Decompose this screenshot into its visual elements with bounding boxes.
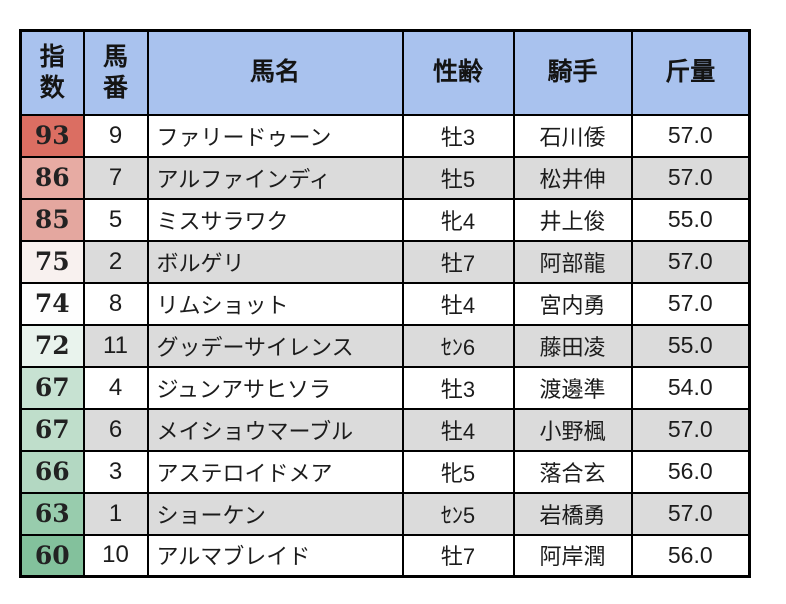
table-row: 66 3 アステロイドメア 牝5 落合玄 56.0: [19, 449, 751, 494]
horse-name-cell: ミスサラワク: [146, 197, 404, 242]
header-index: 指数: [19, 29, 85, 116]
weight-cell: 57.0: [630, 281, 751, 326]
sex-age-cell: 牡7: [401, 239, 515, 284]
sex-age-cell: ｾﾝ6: [401, 323, 515, 368]
table-row: 75 2 ボルゲリ 牡7 阿部龍 57.0: [19, 239, 751, 284]
jockey-cell: 落合玄: [512, 449, 633, 494]
horse-number-cell: 1: [82, 491, 149, 536]
table-row: 72 11 グッデーサイレンス ｾﾝ6 藤田凌 55.0: [19, 323, 751, 368]
sex-age-cell: 牡7: [401, 533, 515, 578]
race-index-table-container: 指数 馬番 馬名 性齢 騎手 斤量 93 9 ファリードゥーン 牡3 石川倭 5…: [19, 29, 751, 578]
horse-number-cell: 10: [82, 533, 149, 578]
weight-cell: 57.0: [630, 491, 751, 536]
weight-cell: 55.0: [630, 197, 751, 242]
table-row: 63 1 ショーケン ｾﾝ5 岩橋勇 57.0: [19, 491, 751, 536]
table-row: 74 8 リムショット 牡4 宮内勇 57.0: [19, 281, 751, 326]
horse-number-cell: 7: [82, 155, 149, 200]
sex-age-cell: 牝4: [401, 197, 515, 242]
horse-number-cell: 8: [82, 281, 149, 326]
jockey-cell: 阿部龍: [512, 239, 633, 284]
index-cell: 67: [19, 365, 85, 410]
header-jockey: 騎手: [512, 29, 633, 116]
index-cell: 74: [19, 281, 85, 326]
jockey-cell: 小野楓: [512, 407, 633, 452]
race-index-table: 指数 馬番 馬名 性齢 騎手 斤量 93 9 ファリードゥーン 牡3 石川倭 5…: [19, 29, 751, 578]
horse-number-cell: 11: [82, 323, 149, 368]
horse-name-cell: リムショット: [146, 281, 404, 326]
jockey-cell: 渡邊準: [512, 365, 633, 410]
index-cell: 66: [19, 449, 85, 494]
index-cell: 93: [19, 113, 85, 158]
jockey-cell: 岩橋勇: [512, 491, 633, 536]
horse-name-cell: メイショウマーブル: [146, 407, 404, 452]
weight-cell: 57.0: [630, 113, 751, 158]
table-row: 93 9 ファリードゥーン 牡3 石川倭 57.0: [19, 113, 751, 158]
weight-cell: 56.0: [630, 449, 751, 494]
index-cell: 63: [19, 491, 85, 536]
horse-number-cell: 9: [82, 113, 149, 158]
index-cell: 67: [19, 407, 85, 452]
table-row: 67 4 ジュンアサヒソラ 牡3 渡邊準 54.0: [19, 365, 751, 410]
jockey-cell: 松井伸: [512, 155, 633, 200]
horse-name-cell: アステロイドメア: [146, 449, 404, 494]
index-cell: 86: [19, 155, 85, 200]
weight-cell: 55.0: [630, 323, 751, 368]
index-cell: 85: [19, 197, 85, 242]
table-row: 60 10 アルマブレイド 牡7 阿岸潤 56.0: [19, 533, 751, 578]
horse-number-cell: 6: [82, 407, 149, 452]
table-body: 93 9 ファリードゥーン 牡3 石川倭 57.0 86 7 アルファインディ …: [19, 113, 751, 578]
sex-age-cell: 牡4: [401, 281, 515, 326]
weight-cell: 54.0: [630, 365, 751, 410]
jockey-cell: 石川倭: [512, 113, 633, 158]
jockey-cell: 宮内勇: [512, 281, 633, 326]
index-cell: 72: [19, 323, 85, 368]
sex-age-cell: 牡3: [401, 113, 515, 158]
header-weight: 斤量: [630, 29, 751, 116]
horse-name-cell: アルファインディ: [146, 155, 404, 200]
horse-name-cell: ショーケン: [146, 491, 404, 536]
weight-cell: 57.0: [630, 407, 751, 452]
index-cell: 60: [19, 533, 85, 578]
header-horse-number: 馬番: [82, 29, 149, 116]
header-horse-name: 馬名: [146, 29, 404, 116]
jockey-cell: 井上俊: [512, 197, 633, 242]
horse-name-cell: ジュンアサヒソラ: [146, 365, 404, 410]
header-sex-age: 性齢: [401, 29, 515, 116]
horse-name-cell: ファリードゥーン: [146, 113, 404, 158]
horse-number-cell: 5: [82, 197, 149, 242]
sex-age-cell: ｾﾝ5: [401, 491, 515, 536]
sex-age-cell: 牡4: [401, 407, 515, 452]
horse-name-cell: グッデーサイレンス: [146, 323, 404, 368]
sex-age-cell: 牡5: [401, 155, 515, 200]
table-row: 67 6 メイショウマーブル 牡4 小野楓 57.0: [19, 407, 751, 452]
weight-cell: 57.0: [630, 239, 751, 284]
index-cell: 75: [19, 239, 85, 284]
jockey-cell: 阿岸潤: [512, 533, 633, 578]
table-row: 85 5 ミスサラワク 牝4 井上俊 55.0: [19, 197, 751, 242]
weight-cell: 56.0: [630, 533, 751, 578]
horse-name-cell: ボルゲリ: [146, 239, 404, 284]
horse-number-cell: 3: [82, 449, 149, 494]
sex-age-cell: 牝5: [401, 449, 515, 494]
horse-number-cell: 2: [82, 239, 149, 284]
header-row: 指数 馬番 馬名 性齢 騎手 斤量: [19, 29, 751, 116]
table-row: 86 7 アルファインディ 牡5 松井伸 57.0: [19, 155, 751, 200]
horse-number-cell: 4: [82, 365, 149, 410]
sex-age-cell: 牡3: [401, 365, 515, 410]
jockey-cell: 藤田凌: [512, 323, 633, 368]
weight-cell: 57.0: [630, 155, 751, 200]
horse-name-cell: アルマブレイド: [146, 533, 404, 578]
